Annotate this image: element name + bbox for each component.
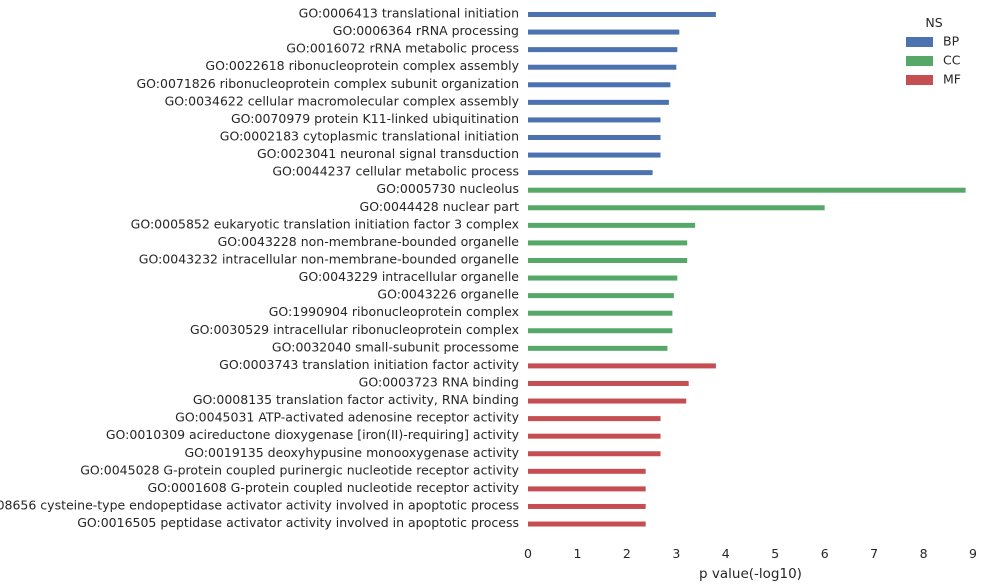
category-label: GO:0045028 G-protein coupled purinergic …	[80, 462, 519, 477]
bar-bp	[528, 12, 716, 17]
bar-mf	[528, 380, 689, 386]
bar-bp	[528, 47, 678, 53]
bar-mf	[528, 433, 661, 439]
category-labels: GO:0006413 translational initiation GO:00…	[0, 6, 520, 531]
bar-cc	[528, 257, 688, 263]
bar-bp	[528, 134, 661, 140]
bar-mf	[528, 468, 646, 474]
category-label: GO:0005852 eukaryotic translation initia…	[131, 216, 519, 231]
x-tick-label: 9	[969, 546, 977, 561]
bar-bp	[528, 99, 669, 105]
category-label: GO:0003743 translation initiation factor…	[219, 357, 519, 372]
category-label: GO:0016072 rRNA metabolic process	[286, 41, 519, 56]
bar-cc	[528, 222, 696, 228]
category-label: GO:0030529 intracellular ribonucleoprote…	[190, 322, 519, 337]
x-tick-label: 3	[672, 546, 680, 561]
bar-cc	[528, 328, 673, 334]
legend-label-mf: MF	[943, 72, 961, 87]
x-tick-label: 6	[821, 546, 829, 561]
category-label: GO:0003723 RNA binding	[359, 374, 519, 389]
category-label: GO:0043232 intracellular non-membrane-bo…	[139, 251, 520, 266]
bar-mf	[528, 451, 661, 457]
category-label: GO:0043229 intracellular organelle	[299, 269, 520, 284]
category-label: GO:0008656 cysteine-type endopeptidase a…	[0, 497, 519, 512]
category-label: GO:0006413 translational initiation	[299, 6, 519, 21]
bar-bp	[528, 152, 661, 158]
bar-cc	[528, 310, 673, 316]
category-label: GO:0008135 translation factor activity, …	[193, 392, 519, 407]
bar-mf	[528, 416, 661, 422]
x-axis-label: p value(-log10)	[699, 566, 802, 582]
legend-title: NS	[925, 15, 942, 30]
legend: NS BP CC MF	[906, 15, 961, 87]
legend-swatch-bp	[906, 37, 933, 47]
category-label: GO:0006364 rRNA processing	[333, 23, 519, 38]
bar-bp	[528, 64, 677, 70]
category-label: GO:0071826 ribonucleoprotein complex sub…	[136, 76, 519, 91]
category-label: GO:0023041 neuronal signal transduction	[257, 146, 519, 161]
category-label: GO:0002183 cytoplasmic translational ini…	[220, 128, 519, 143]
bar-cc	[528, 293, 674, 299]
bar-bp	[528, 170, 653, 176]
bar-bp	[528, 117, 661, 123]
x-tick-label: 7	[870, 546, 878, 561]
x-tick-label: 5	[771, 546, 779, 561]
category-label: GO:0022618 ribonucleoprotein complex ass…	[205, 58, 519, 73]
bar-mf	[528, 398, 687, 404]
category-label: GO:0001608 G-protein coupled nucleotide …	[147, 480, 519, 495]
x-tick-label: 0	[524, 546, 532, 561]
bar-cc	[528, 187, 966, 193]
x-axis-ticks: 0 1 2 3 4 5 6 7 8 9	[524, 546, 977, 561]
x-tick-label: 2	[623, 546, 631, 561]
category-label: GO:0005730 nucleolus	[376, 181, 519, 196]
bar-cc	[528, 205, 825, 211]
category-label: GO:0016505 peptidase activator activity …	[77, 515, 519, 530]
category-label: GO:0010309 acireductone dioxygenase [iro…	[106, 427, 520, 442]
category-label: GO:0044237 cellular metabolic process	[272, 164, 519, 179]
category-label: GO:0070979 protein K11-linked ubiquitina…	[231, 111, 519, 126]
bars-group	[528, 12, 966, 527]
bar-bp	[528, 29, 680, 35]
category-label: GO:0034622 cellular macromolecular compl…	[165, 93, 520, 108]
category-label: GO:0032040 small-subunit processome	[272, 339, 519, 354]
bar-bp	[528, 82, 671, 88]
bar-cc	[528, 240, 688, 246]
x-tick-label: 8	[920, 546, 928, 561]
x-tick-label: 1	[573, 546, 581, 561]
bar-mf	[528, 486, 646, 492]
legend-label-bp: BP	[943, 34, 960, 49]
legend-label-cc: CC	[943, 53, 961, 68]
category-label: GO:0044428 nuclear part	[360, 199, 520, 214]
legend-swatch-cc	[906, 56, 933, 66]
category-label: GO:0019135 deoxyhypusine monooxygenase a…	[184, 445, 519, 460]
bar-mf	[528, 503, 646, 509]
x-tick-label: 4	[722, 546, 730, 561]
category-label: GO:1990904 ribonucleoprotein complex	[269, 304, 519, 319]
bar-mf	[528, 521, 646, 527]
category-label: GO:0043228 non-membrane-bounded organell…	[218, 234, 520, 249]
bar-cc	[528, 275, 678, 281]
legend-swatch-mf	[906, 75, 933, 85]
bar-cc	[528, 345, 668, 351]
bar-mf	[528, 363, 716, 369]
category-label: GO:0043226 organelle	[377, 287, 519, 302]
category-label: GO:0045031 ATP-activated adenosine recep…	[175, 410, 519, 425]
